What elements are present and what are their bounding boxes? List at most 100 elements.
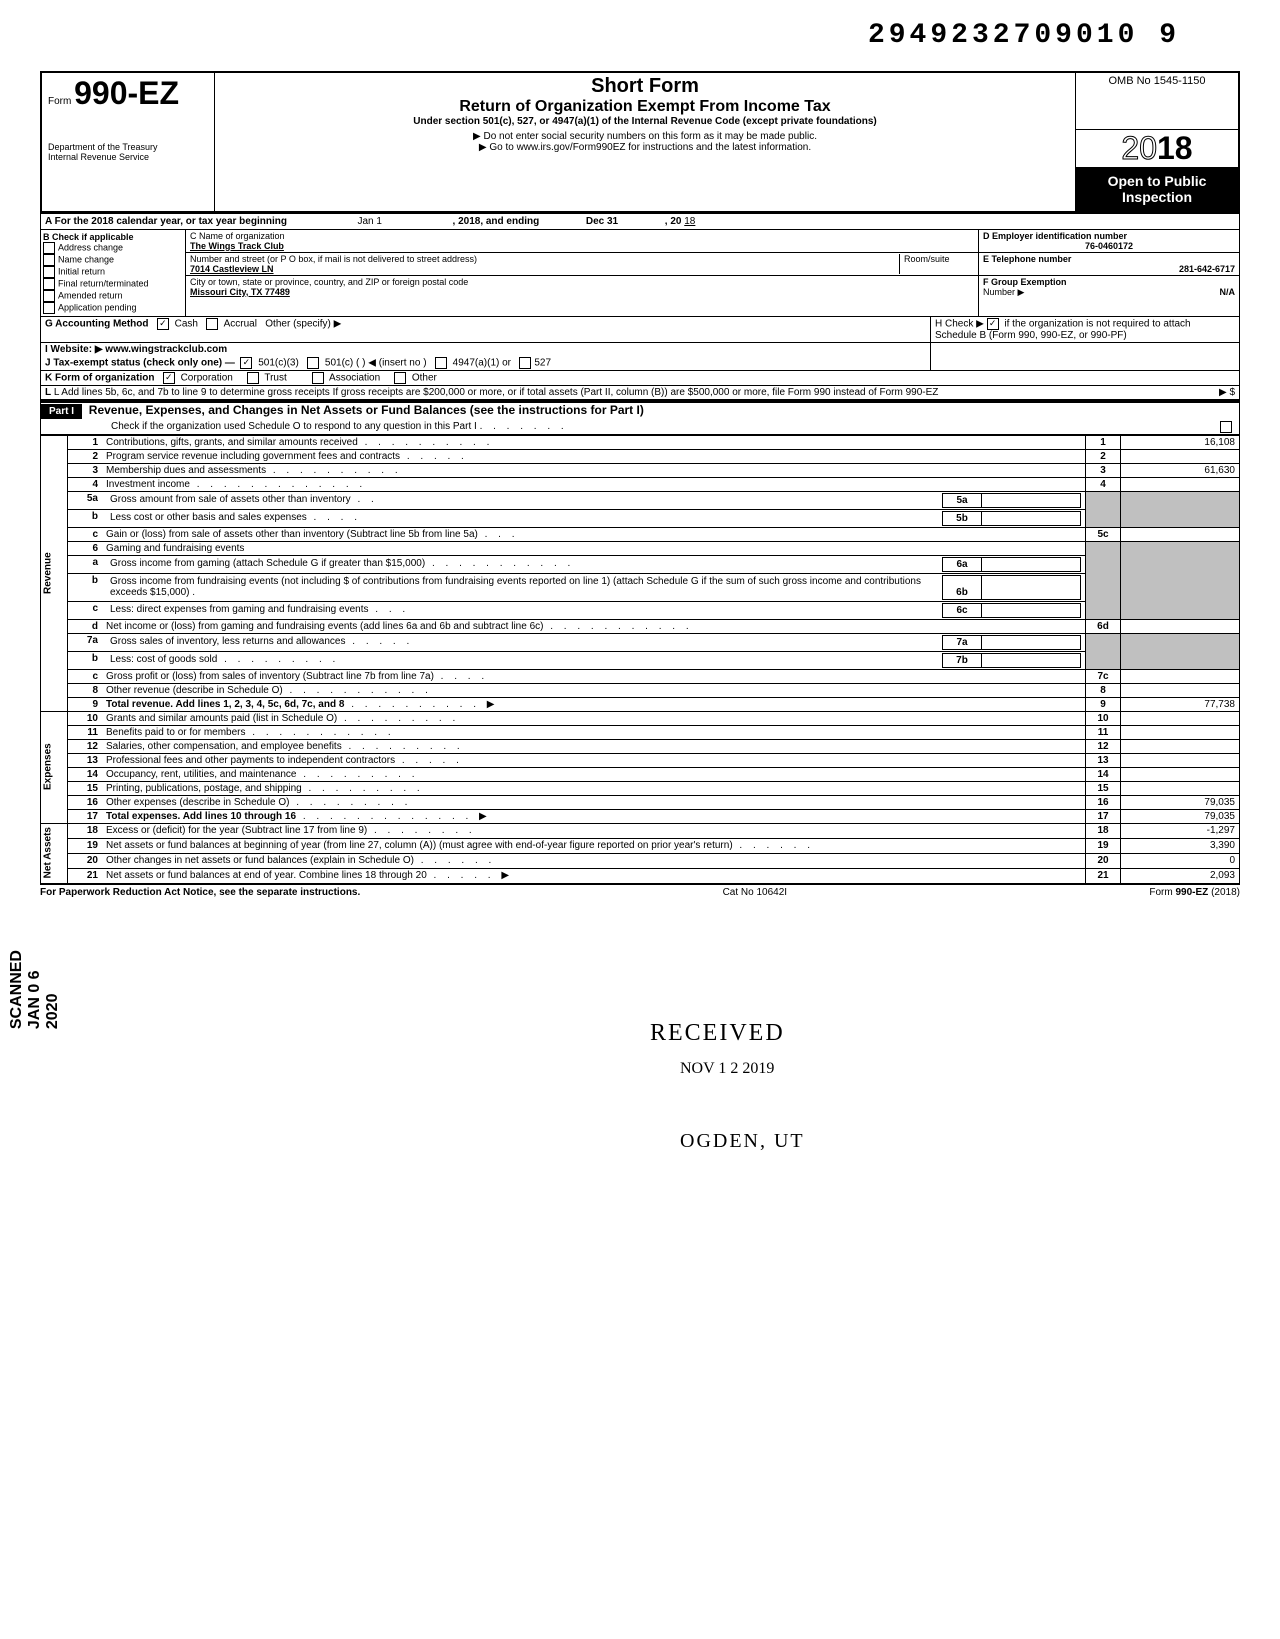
line-num: 21 xyxy=(68,868,103,883)
checkbox-trust[interactable] xyxy=(247,372,259,384)
line-desc: Printing, publications, postage, and shi… xyxy=(106,783,302,794)
checkbox-corporation[interactable]: ✓ xyxy=(163,372,175,384)
label-other-method: Other (specify) ▶ xyxy=(265,318,341,329)
line-desc: Excess or (deficit) for the year (Subtra… xyxy=(106,825,367,836)
label-4947: 4947(a)(1) or xyxy=(453,357,511,368)
mid-amount xyxy=(982,653,1081,667)
amount xyxy=(1121,753,1240,767)
amount: 3,390 xyxy=(1121,838,1240,853)
section-def: D Employer identification number 76-0460… xyxy=(979,230,1239,316)
part-i-check-text: Check if the organization used Schedule … xyxy=(111,421,477,432)
col-num: 20 xyxy=(1086,853,1121,868)
line-num: 7a xyxy=(68,633,103,651)
mid-num: 6b xyxy=(943,575,982,599)
omb-number: OMB No 1545-1150 xyxy=(1082,75,1232,87)
label-h-check: H Check ▶ xyxy=(935,318,984,329)
checkbox-final-return[interactable] xyxy=(43,278,55,290)
checkbox-527[interactable] xyxy=(519,357,531,369)
line-gh: G Accounting Method ✓ Cash Accrual Other… xyxy=(40,317,1240,343)
checkbox-address-change[interactable] xyxy=(43,242,55,254)
line-desc: Gross profit or (loss) from sales of inv… xyxy=(106,671,434,682)
checkbox-application-pending[interactable] xyxy=(43,302,55,314)
shaded-cell xyxy=(1086,541,1121,619)
line-num: 11 xyxy=(68,725,103,739)
amount xyxy=(1121,725,1240,739)
col-num: 21 xyxy=(1086,868,1121,883)
line-j: J Tax-exempt status (check only one) — ✓… xyxy=(40,356,1240,371)
checkbox-other-org[interactable] xyxy=(394,372,406,384)
part-i-header-row: Part I Revenue, Expenses, and Changes in… xyxy=(40,401,1240,435)
line-desc: Professional fees and other payments to … xyxy=(106,755,395,766)
label-tax-exempt: J Tax-exempt status (check only one) — xyxy=(45,357,235,368)
label-address-change: Address change xyxy=(58,242,123,252)
line-desc: Gross amount from sale of assets other t… xyxy=(110,494,351,505)
checkbox-initial-return[interactable] xyxy=(43,266,55,278)
line-desc: Gain or (loss) from sale of assets other… xyxy=(106,529,478,540)
amount xyxy=(1121,527,1240,541)
col-num: 5c xyxy=(1086,527,1121,541)
footer-form: Form 990-EZ (2018) xyxy=(1149,887,1240,898)
amount: 61,630 xyxy=(1121,463,1240,477)
checkbox-name-change[interactable] xyxy=(43,254,55,266)
checkbox-amended-return[interactable] xyxy=(43,290,55,302)
col-num: 2 xyxy=(1086,449,1121,463)
checkbox-association[interactable] xyxy=(312,372,324,384)
checkbox-501c[interactable] xyxy=(307,357,319,369)
dots: . . . . . . . xyxy=(480,421,568,432)
label-cash: Cash xyxy=(175,318,198,329)
line-num: a xyxy=(68,555,103,573)
mid-num: 5b xyxy=(943,511,982,525)
dln-number: 2949232709010 9 xyxy=(40,20,1240,51)
line-num: 1 xyxy=(68,435,103,449)
mid-num: 7b xyxy=(943,653,982,667)
checkbox-schedule-o[interactable] xyxy=(1220,421,1232,433)
section-bcd: B Check if applicable Address change Nam… xyxy=(40,230,1240,317)
checkbox-accrual[interactable] xyxy=(206,318,218,330)
label-name-change: Name change xyxy=(58,254,114,264)
part-i-title: Revenue, Expenses, and Changes in Net As… xyxy=(85,401,648,419)
amount xyxy=(1121,711,1240,725)
amount xyxy=(1121,669,1240,683)
mid-num: 5a xyxy=(943,493,982,507)
line-desc: Gaming and fundraising events xyxy=(102,541,1086,555)
label-accounting-method: G Accounting Method xyxy=(45,318,149,329)
label-final-return: Final return/terminated xyxy=(58,278,149,288)
line-desc: Grants and similar amounts paid (list in… xyxy=(106,713,337,724)
netassets-section-label: Net Assets xyxy=(41,823,68,883)
mid-amount xyxy=(982,511,1081,525)
col-num: 19 xyxy=(1086,838,1121,853)
line-num: b xyxy=(68,573,103,601)
label-street: Number and street (or P O box, if mail i… xyxy=(190,254,477,264)
mid-amount xyxy=(982,635,1081,649)
line-desc: Gross income from fundraising events (no… xyxy=(106,575,943,599)
open-public-badge: Open to Public Inspection xyxy=(1076,167,1238,211)
line-num: 13 xyxy=(68,753,103,767)
part-i-table: Revenue 1 Contributions, gifts, grants, … xyxy=(40,435,1240,884)
line-num: 12 xyxy=(68,739,103,753)
label-application-pending: Application pending xyxy=(58,302,137,312)
col-num: 6d xyxy=(1086,619,1121,633)
line-desc: Net income or (loss) from gaming and fun… xyxy=(106,621,543,632)
checkbox-cash[interactable]: ✓ xyxy=(157,318,169,330)
line-k: K Form of organization ✓ Corporation Tru… xyxy=(40,371,1240,386)
label-group-exemption-number: Number ▶ xyxy=(983,287,1024,297)
amount xyxy=(1121,781,1240,795)
line-a-end2: , 20 xyxy=(665,216,682,227)
label-corporation: Corporation xyxy=(181,372,233,383)
label-phone: E Telephone number xyxy=(983,254,1071,264)
stamp-ogden: OGDEN, UT xyxy=(680,1130,805,1153)
line-a-end: Dec 31 xyxy=(542,216,662,227)
col-num: 7c xyxy=(1086,669,1121,683)
line-desc: Total expenses. Add lines 10 through 16 xyxy=(106,811,296,822)
checkbox-4947[interactable] xyxy=(435,357,447,369)
col-num: 4 xyxy=(1086,477,1121,491)
amount: 16,108 xyxy=(1121,435,1240,449)
checkbox-501c3[interactable]: ✓ xyxy=(240,357,252,369)
group-exemption-val: N/A xyxy=(1220,287,1236,297)
line-num: c xyxy=(68,527,103,541)
tax-year: 2018 xyxy=(1076,130,1238,167)
checkbox-h[interactable]: ✓ xyxy=(987,318,999,330)
expenses-section-label: Expenses xyxy=(41,711,68,823)
form-number: 990-EZ xyxy=(74,75,179,111)
label-form-org: K Form of organization xyxy=(45,372,154,383)
